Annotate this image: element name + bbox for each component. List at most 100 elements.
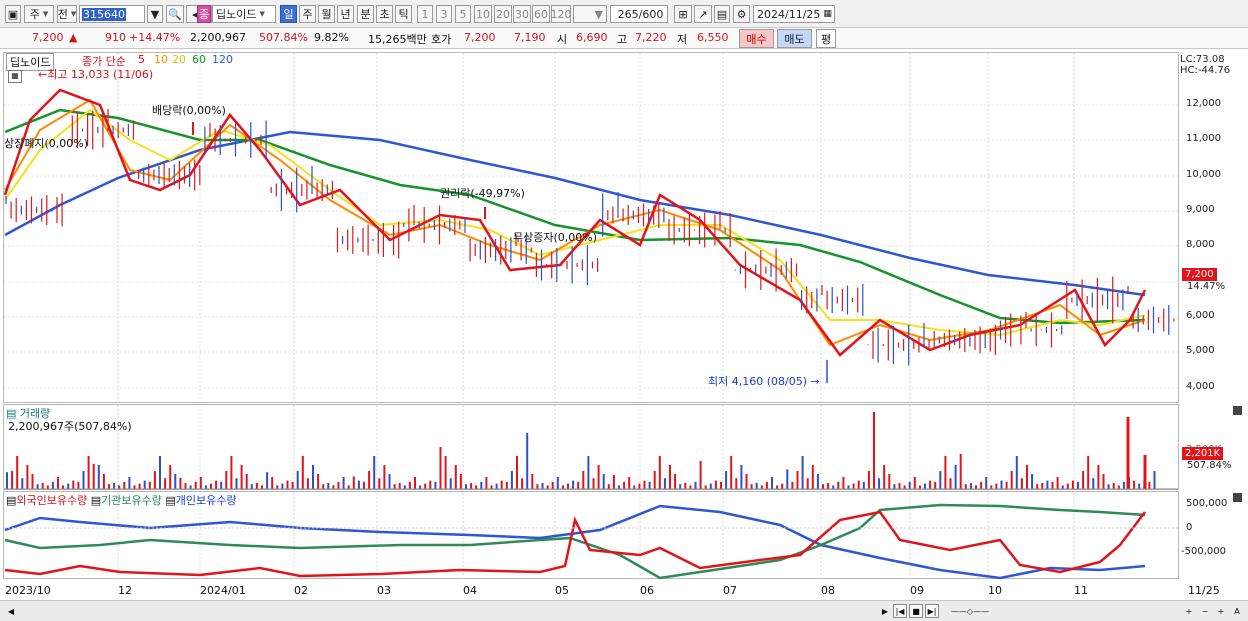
save-icon[interactable]: ▤: [714, 5, 730, 23]
stop-icon[interactable]: ■: [909, 604, 923, 618]
interval-1[interactable]: 1: [417, 5, 433, 23]
period-year[interactable]: 년: [337, 5, 354, 23]
y-tick: 6,000: [1186, 310, 1215, 321]
period-second[interactable]: 초: [376, 5, 393, 23]
y-tick: 4,000: [1186, 381, 1215, 392]
open-label: 시: [557, 33, 568, 46]
current-price: 7,200: [32, 31, 64, 44]
count-input[interactable]: 265/600: [610, 5, 668, 23]
holdings-tick: -500,000: [1181, 546, 1226, 557]
interval-label: 20: [496, 7, 510, 21]
interval-30[interactable]: 30: [513, 5, 531, 23]
zoom-in-icon[interactable]: +: [1185, 606, 1193, 616]
holdings-tick: 500,000: [1186, 498, 1228, 509]
period-day[interactable]: 일: [280, 5, 297, 23]
calendar-icon[interactable]: ▦: [823, 9, 832, 19]
annotation-listing: 상장폐지(0,00%): [4, 137, 89, 150]
interval-select[interactable]: ▼: [573, 5, 607, 23]
prefix-label: 종: [198, 8, 210, 21]
stock-code-input[interactable]: 315640: [79, 5, 145, 23]
close-icon[interactable]: [1233, 493, 1242, 502]
interval-label: 120: [550, 7, 572, 21]
scroll-right-icon[interactable]: ▶: [881, 606, 889, 616]
market-value: 주: [29, 8, 40, 21]
interval-label: 10: [476, 7, 490, 21]
period-label: 일: [283, 8, 294, 21]
x-tick: 09: [910, 584, 924, 597]
period-minute[interactable]: 분: [357, 5, 374, 23]
interval-5[interactable]: 5: [455, 5, 471, 23]
prefix-badge: 종: [197, 5, 211, 23]
period-label: 틱: [398, 8, 409, 21]
volume-title-text: 거래량: [19, 407, 51, 420]
interval-60[interactable]: 60: [532, 5, 550, 23]
dropdown-icon[interactable]: ▼: [147, 5, 163, 23]
annotation-bonus: 무상증자(0,00%): [513, 231, 598, 244]
sell-label: 매도: [784, 32, 805, 46]
period-label: 주: [302, 8, 313, 21]
low-label: 저: [677, 33, 688, 46]
stock-title: 딥노이드: [10, 56, 51, 69]
search-icon[interactable]: 🔍: [166, 5, 184, 23]
text-size-icon[interactable]: A: [1234, 606, 1240, 616]
interval-3[interactable]: 3: [436, 5, 452, 23]
price-panel[interactable]: [3, 52, 1179, 403]
zoom-out-icon[interactable]: −: [1201, 606, 1209, 616]
ma5-line: [3, 88, 1147, 357]
interval-10[interactable]: 10: [474, 5, 492, 23]
annotation-dividend: 배당락(0,00%): [152, 104, 226, 117]
market-select[interactable]: 주: [24, 5, 54, 23]
scroll-left-icon[interactable]: ◀: [7, 606, 15, 616]
window-menu-icon[interactable]: ▣: [5, 5, 21, 23]
high-note: ←최고 13,033 (11/06): [38, 68, 154, 81]
type-select[interactable]: 전: [57, 5, 77, 23]
date-input[interactable]: 2024/11/25 ▦: [753, 5, 835, 23]
ma5-label: 5: [138, 53, 145, 66]
x-tick: 05: [555, 584, 569, 597]
stock-name-select[interactable]: 딥노이드: [212, 5, 276, 23]
first-icon[interactable]: |◀: [893, 604, 907, 618]
period-week[interactable]: 주: [299, 5, 316, 23]
y-tick: 10,000: [1186, 169, 1221, 180]
high-price: 7,220: [635, 31, 667, 44]
price-change-pct: +14.47%: [129, 31, 181, 44]
low-note-text: 최저 4,160 (08/05): [708, 375, 808, 388]
period-tick[interactable]: 틱: [395, 5, 412, 23]
buy-label: 매수: [746, 32, 767, 46]
legend-individual: 개인보유수량: [175, 494, 237, 507]
lc-label: LC:73.08: [1180, 54, 1225, 65]
x-tick: 12: [118, 584, 132, 597]
turnover-rate: 9.82%: [314, 31, 349, 44]
stock-title-box[interactable]: 딥노이드: [6, 53, 55, 71]
interval-120[interactable]: 120: [550, 5, 572, 23]
draw-icon[interactable]: ↗: [694, 5, 712, 23]
volume-last-tag: 2,201K: [1182, 447, 1224, 460]
x-axis: 2023/10 12 2024/01 02 03 04 05 06 07 08 …: [0, 582, 1248, 598]
add-icon[interactable]: +: [1217, 606, 1225, 616]
grid-icon[interactable]: ▦: [8, 70, 22, 83]
quote-bar: [0, 28, 1248, 49]
period-label: 년: [340, 8, 351, 21]
gear-icon[interactable]: ⚙: [733, 5, 750, 23]
x-tick: 2024/01: [200, 584, 246, 597]
chart-scrollbar[interactable]: ◀ ▶ |◀ ■ ▶| ——◇—— + − + A: [0, 600, 1248, 621]
interval-20[interactable]: 20: [494, 5, 512, 23]
type-value: 전: [57, 8, 68, 21]
count-max: /600: [638, 7, 664, 21]
x-tick: 07: [723, 584, 737, 597]
avg-button[interactable]: 평: [816, 29, 836, 48]
sell-button[interactable]: 매도: [777, 29, 812, 48]
last-icon[interactable]: ▶|: [925, 604, 939, 618]
last-pct: 14.47%: [1187, 281, 1226, 292]
y-tick: 11,000: [1186, 133, 1221, 144]
high-note-text: 최고 13,033 (11/06): [47, 68, 154, 81]
volume-value: 2,200,967: [190, 31, 246, 44]
close-icon[interactable]: [1233, 406, 1242, 415]
x-tick: 2023/10: [5, 584, 51, 597]
buy-button[interactable]: 매수: [739, 29, 774, 48]
period-month[interactable]: 월: [318, 5, 335, 23]
candle-icon[interactable]: ⊞: [674, 5, 692, 23]
y-tick: 5,000: [1186, 345, 1215, 356]
hc-label: HC:-44.76: [1180, 65, 1231, 76]
zoom-slider[interactable]: ——◇——: [950, 606, 990, 616]
